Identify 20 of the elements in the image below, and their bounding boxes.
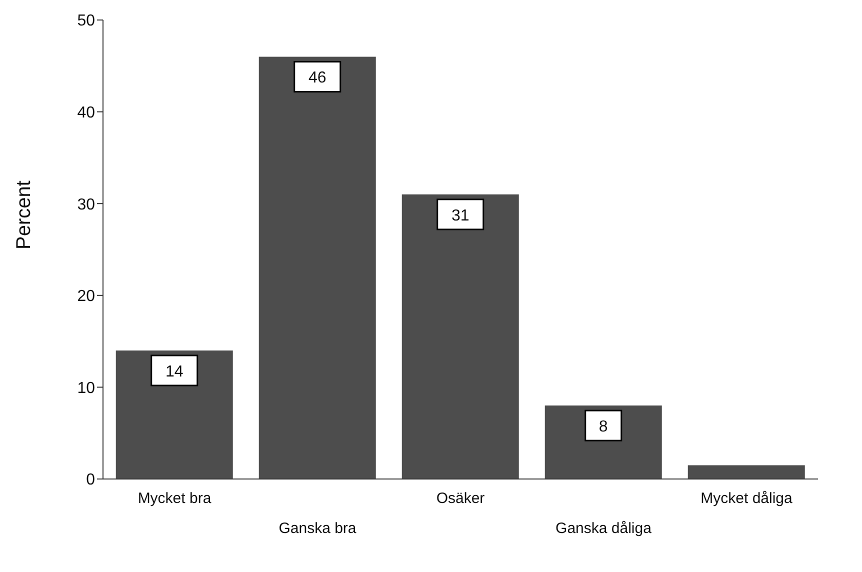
y-tick-label: 50 xyxy=(77,12,96,30)
y-tick-label: 40 xyxy=(77,104,96,122)
x-tick-label: Mycket bra xyxy=(138,490,212,507)
x-tick-label: Ganska dåliga xyxy=(556,520,652,537)
y-tick-label: 30 xyxy=(77,196,96,214)
y-tick-label: 0 xyxy=(86,472,96,489)
data-label: 14 xyxy=(165,363,184,380)
x-tick-label: Osäker xyxy=(436,490,485,507)
y-tick-label: 20 xyxy=(77,288,96,306)
bar xyxy=(116,350,233,479)
data-label: 46 xyxy=(308,70,326,87)
data-label: 8 xyxy=(598,418,608,436)
y-axis-title: Percent xyxy=(13,180,36,250)
bar xyxy=(688,465,805,479)
y-tick-label: 10 xyxy=(77,380,96,397)
x-tick-label: Mycket dåliga xyxy=(700,490,794,507)
data-label: 31 xyxy=(451,207,470,224)
bar xyxy=(402,194,519,479)
x-tick-label: Ganska bra xyxy=(278,520,357,537)
bar xyxy=(258,56,376,479)
